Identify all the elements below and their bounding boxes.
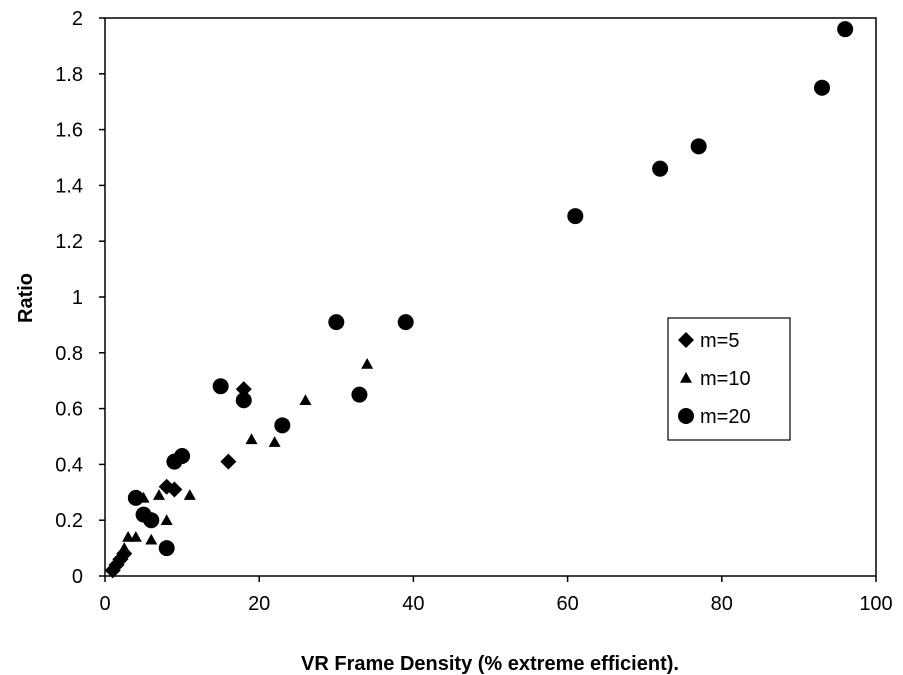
data-point [212,378,229,395]
data-point [160,514,173,525]
data-point [652,160,669,177]
data-point [174,448,191,465]
data-point [183,489,196,500]
data-point [567,208,584,225]
data-point [118,542,131,553]
data-points [104,21,854,579]
tick-marks [99,17,877,582]
data-point [220,453,237,470]
y-tick-label: 0.8 [55,343,83,365]
legend-marker [678,332,694,348]
y-axis-title: Ratio [15,273,37,323]
data-point [145,533,158,545]
axes [104,17,877,577]
data-point [110,556,123,567]
x-tick-label: 100 [859,593,892,615]
data-point [235,381,252,398]
x-tick-label: 0 [99,593,110,615]
y-tick-label: 0.6 [55,399,83,421]
y-tick-label: 1.4 [55,175,83,197]
y-tick-label: 1.2 [55,231,83,253]
series-circle [127,21,854,557]
data-point [690,138,707,155]
data-point [268,436,281,447]
data-point [361,357,374,369]
series-triangle [110,357,374,567]
data-point [152,489,165,500]
y-tick-label: 1 [72,287,83,309]
x-axis-title: VR Frame Density (% extreme efficient). [301,653,679,675]
data-point [235,392,252,409]
legend-marker [680,372,692,383]
data-point [129,530,142,542]
data-point [397,314,414,331]
x-tick-label: 20 [248,593,270,615]
plot-frame [104,17,877,577]
y-tick-label: 0.2 [55,510,83,532]
data-point [143,512,160,529]
y-tick-label: 1.8 [55,64,83,86]
y-tick-label: 0 [72,566,83,588]
data-point [245,433,258,445]
data-point [158,540,175,557]
x-tick-label: 80 [711,593,733,615]
data-point [122,530,135,542]
y-tick-label: 2 [72,8,83,30]
data-point [127,489,144,506]
legend-label: m=5 [700,330,739,352]
legend: m=5 m=10 m=20 [667,317,791,441]
data-point [328,314,345,331]
x-tick-label: 40 [402,593,424,615]
data-point [274,417,291,434]
x-tick-label: 60 [556,593,578,615]
data-point [166,481,183,498]
tick-labels: 0 20 40 60 80 100 0 0.2 0.4 0.6 0.8 1 1.2 1.4 1.6 1.8 2 [55,8,893,615]
y-tick-label: 0.4 [55,454,83,476]
legend-marker [678,408,694,424]
data-point [837,21,854,38]
legend-label: m=20 [700,406,751,428]
data-point [299,394,312,406]
data-point [351,386,368,403]
y-tick-label: 1.6 [55,120,83,142]
legend-label: m=10 [700,368,751,390]
data-point [814,79,831,96]
